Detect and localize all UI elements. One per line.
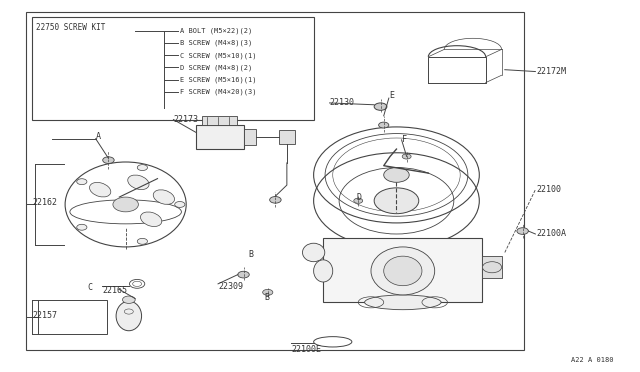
Text: 22309: 22309 <box>218 282 243 291</box>
Ellipse shape <box>303 243 324 262</box>
Bar <box>323 238 483 302</box>
Text: 22172M: 22172M <box>537 67 566 76</box>
Text: 22173: 22173 <box>173 115 198 124</box>
Circle shape <box>384 167 409 182</box>
Bar <box>26 13 524 350</box>
Ellipse shape <box>365 295 441 310</box>
Bar <box>38 301 106 334</box>
Circle shape <box>517 228 529 234</box>
Text: 22750 SCREW KIT: 22750 SCREW KIT <box>36 23 106 32</box>
Bar <box>483 256 502 278</box>
Text: B: B <box>248 250 253 259</box>
Text: D SCREW (M4×8)(2): D SCREW (M4×8)(2) <box>180 64 252 71</box>
Text: C SCREW (M5×10)(1): C SCREW (M5×10)(1) <box>180 52 256 58</box>
Circle shape <box>402 154 411 159</box>
Circle shape <box>77 179 87 185</box>
Text: C: C <box>88 283 92 292</box>
Text: 22162: 22162 <box>32 198 57 207</box>
Text: E SCREW (M5×16)(1): E SCREW (M5×16)(1) <box>180 76 256 83</box>
Text: B SCREW (M4×8)(3): B SCREW (M4×8)(3) <box>180 40 252 46</box>
Text: A BOLT (M5×22)(2): A BOLT (M5×22)(2) <box>180 28 252 34</box>
Circle shape <box>77 224 87 230</box>
Bar <box>202 116 237 125</box>
Ellipse shape <box>128 175 149 190</box>
Ellipse shape <box>153 190 175 204</box>
Circle shape <box>483 262 502 273</box>
Ellipse shape <box>141 212 162 227</box>
Circle shape <box>113 197 138 212</box>
Circle shape <box>238 271 249 278</box>
Text: E: E <box>389 91 394 100</box>
Ellipse shape <box>384 256 422 286</box>
Bar <box>196 125 244 149</box>
Circle shape <box>138 165 147 170</box>
Text: 22157: 22157 <box>32 311 57 320</box>
Circle shape <box>379 122 389 128</box>
Ellipse shape <box>314 260 333 282</box>
Circle shape <box>374 103 387 110</box>
Circle shape <box>354 198 363 203</box>
Circle shape <box>122 296 135 304</box>
Circle shape <box>374 188 419 214</box>
Text: 22100E: 22100E <box>291 345 321 354</box>
Text: 22100A: 22100A <box>537 230 566 238</box>
Bar <box>32 17 314 119</box>
Bar <box>244 129 256 145</box>
Text: F: F <box>401 135 406 144</box>
Text: F SCREW (M4×20)(3): F SCREW (M4×20)(3) <box>180 89 256 95</box>
Bar <box>278 131 294 144</box>
Ellipse shape <box>116 301 141 331</box>
Circle shape <box>262 289 273 295</box>
Ellipse shape <box>90 182 111 197</box>
Text: A22 A 0180: A22 A 0180 <box>571 357 613 363</box>
Circle shape <box>269 196 281 203</box>
Text: 22100: 22100 <box>537 185 562 194</box>
Text: A: A <box>96 132 100 141</box>
Ellipse shape <box>371 247 435 295</box>
Text: 22165: 22165 <box>102 286 127 295</box>
Circle shape <box>175 202 185 208</box>
Text: 22130: 22130 <box>330 99 355 108</box>
Text: B: B <box>264 293 269 302</box>
Circle shape <box>138 238 147 244</box>
Text: D: D <box>357 193 362 202</box>
Circle shape <box>102 157 114 163</box>
